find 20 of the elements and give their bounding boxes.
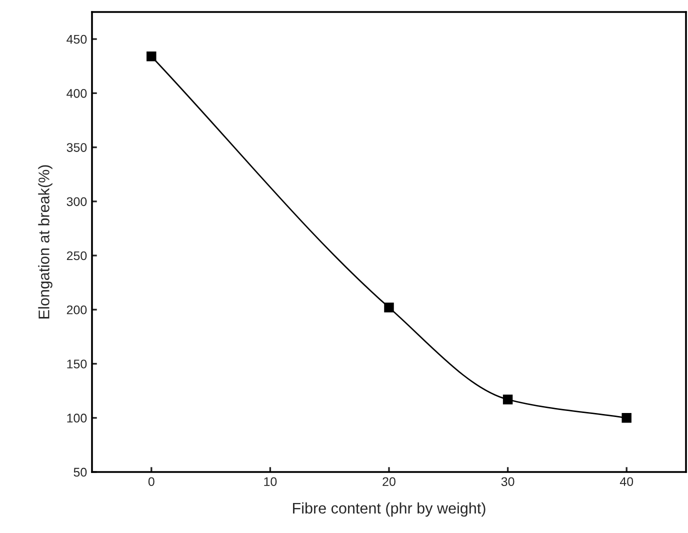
point [146,52,156,62]
point [384,302,394,312]
y-tick-label: 250 [66,251,87,260]
y-axis-title: Elongation at break(%) [38,165,52,318]
y-tick-label: 50 [74,468,87,477]
x-tick-label: 10 [264,477,277,486]
point [622,413,632,423]
point [502,394,513,404]
x-tick-label: 40 [620,477,634,486]
y-tick-label: 150 [67,360,87,368]
y-tick-label: 200 [66,305,87,314]
y-tick-label: 350 [66,143,87,152]
y-tick-label: 450 [66,34,87,44]
x-axis-title: Fibre content (phr by weight) [293,502,486,517]
x-tick-label: 20 [382,477,396,486]
y-tick-label: 300 [66,197,87,206]
x-tick-label: 0 [148,477,154,486]
y-tick-label: 400 [66,88,87,98]
x-tick-label: 30 [501,477,514,486]
y-tick-label: 100 [67,414,87,423]
